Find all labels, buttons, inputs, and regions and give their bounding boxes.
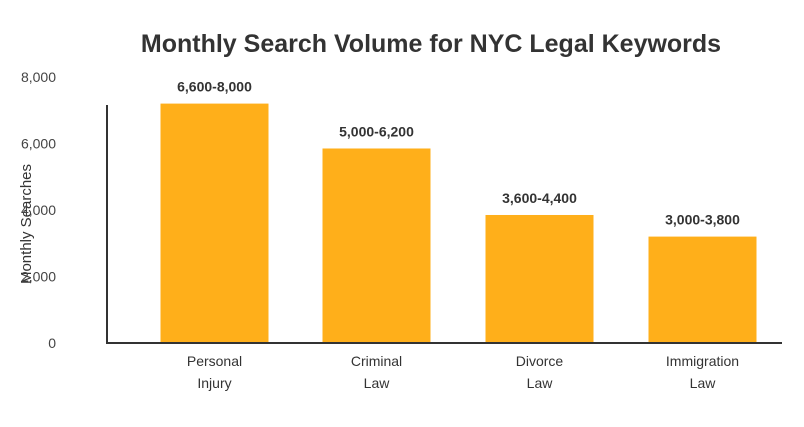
y-tick-label: 2,000	[21, 269, 56, 285]
axes-group	[106, 105, 782, 344]
x-axis-ticks: Personal Injury Criminal Law Divorce Law Immig…	[187, 353, 739, 391]
y-axis-ticks: 0 2,000 4,000 6,000 8,000	[21, 69, 56, 351]
x-tick-label: Criminal Law	[351, 353, 402, 391]
x-tick-label: Personal Injury	[187, 353, 242, 391]
chart-title: Monthly Search Volume for NYC Legal Keyw…	[141, 30, 721, 58]
bar-data-label: 5,000-6,200	[339, 123, 414, 139]
bar	[485, 214, 594, 343]
x-tick-label: Divorce Law	[516, 353, 564, 391]
bar-data-label: 3,000-3,800	[665, 212, 740, 228]
y-tick-label: 6,000	[21, 136, 56, 152]
bar	[322, 148, 431, 343]
bar-data-label: 3,600-4,400	[502, 190, 577, 206]
data-labels-group: 6,600-8,000 5,000-6,200 3,600-4,400 3,000-3…	[177, 79, 740, 228]
y-tick-label: 8,000	[21, 69, 56, 85]
x-tick-label: Immigration Law	[666, 353, 739, 391]
y-tick-label: 0	[48, 335, 56, 351]
bar	[648, 236, 757, 343]
bar-data-label: 6,600-8,000	[177, 79, 252, 95]
bar	[160, 103, 269, 343]
bars-group	[160, 103, 757, 343]
y-axis-label: Monthly Searches	[18, 164, 35, 284]
y-tick-label: 4,000	[21, 202, 56, 218]
